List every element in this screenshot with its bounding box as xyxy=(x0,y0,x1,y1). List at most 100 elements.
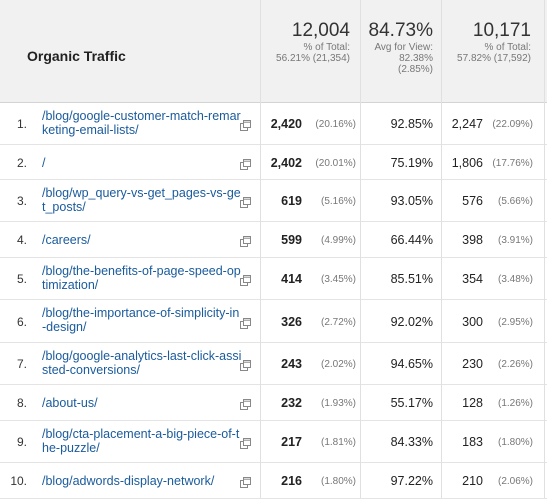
table-row: 7. /blog/google-analytics-last-click-assi… xyxy=(0,343,547,385)
sessions-percent: (1.81%) xyxy=(320,437,356,448)
sessions-percent: (20.16%) xyxy=(315,119,356,130)
sessions-value: 2,402 xyxy=(270,156,302,170)
page-link[interactable]: /blog/google-customer-match-remarketing-… xyxy=(42,109,241,137)
metric-total: 10,171 xyxy=(472,20,531,41)
sessions-value: 619 xyxy=(281,194,302,208)
page-link[interactable]: /about-us/ xyxy=(42,396,98,410)
new-users-value: 354 xyxy=(462,272,483,286)
table-row: 8. /about-us/232 (1.93%) 55.17% 128 (1.26%) xyxy=(0,385,547,421)
page-link[interactable]: /blog/google-analytics-last-click-assist… xyxy=(42,349,242,377)
sessions-percent: (5.16%) xyxy=(320,196,356,207)
open-in-new-window-icon[interactable] xyxy=(240,436,251,449)
new-sessions-value: 94.65% xyxy=(390,357,433,371)
new-sessions-value: 92.85% xyxy=(390,117,433,131)
page-link[interactable]: /careers/ xyxy=(42,233,91,247)
open-in-new-window-icon[interactable] xyxy=(240,195,251,208)
page-link[interactable]: /blog/the-importance-of-simplicity-in-de… xyxy=(42,306,240,334)
new-sessions-value: 93.05% xyxy=(390,194,433,208)
page-link[interactable]: /blog/adwords-display-network/ xyxy=(42,474,215,488)
metric-sub-delta: (2.85%) xyxy=(397,64,433,75)
row-index: 10. xyxy=(10,474,27,488)
new-sessions-value: 84.33% xyxy=(390,435,433,449)
metric-sub-label: % of Total: xyxy=(303,42,350,53)
page-link[interactable]: /blog/cta-placement-a-big-piece-of-the-p… xyxy=(42,427,240,455)
page-link[interactable]: /blog/the-benefits-of-page-speed-optimiz… xyxy=(42,264,241,292)
sessions-value: 243 xyxy=(281,357,302,371)
new-sessions-value: 85.51% xyxy=(390,272,433,286)
sessions-percent: (1.93%) xyxy=(320,398,356,409)
sessions-percent: (2.72%) xyxy=(320,317,356,328)
sessions-value: 414 xyxy=(281,272,302,286)
new-users-percent: (5.66%) xyxy=(497,196,533,207)
sessions-percent: (20.01%) xyxy=(315,158,356,169)
new-users-value: 210 xyxy=(462,474,483,488)
table-row: 1. /blog/google-customer-match-remarketin… xyxy=(0,103,547,145)
new-users-percent: (22.09%) xyxy=(492,119,533,130)
sessions-value: 217 xyxy=(281,435,302,449)
new-sessions-value: 92.02% xyxy=(390,315,433,329)
column-divider xyxy=(260,0,261,498)
metric-total: 12,004 xyxy=(291,20,350,41)
metric-new-users-summary: 10,171 % of Total: 57.82% (17,592) xyxy=(444,20,531,64)
table-row: 3. /blog/wp_query-vs-get_pages-vs-get_pos… xyxy=(0,180,547,222)
sessions-value: 599 xyxy=(281,233,302,247)
dimension-title: Organic Traffic xyxy=(27,48,126,64)
open-in-new-window-icon[interactable] xyxy=(240,273,251,286)
metric-sub-value: 82.38% xyxy=(399,53,433,64)
table-row: 5. /blog/the-benefits-of-page-speed-optim… xyxy=(0,258,547,300)
sessions-percent: (1.80%) xyxy=(320,476,356,487)
sessions-value: 326 xyxy=(281,315,302,329)
new-users-percent: (2.95%) xyxy=(497,317,533,328)
new-users-value: 230 xyxy=(462,357,483,371)
open-in-new-window-icon[interactable] xyxy=(240,397,251,410)
page-link[interactable]: /blog/wp_query-vs-get_pages-vs-get_posts… xyxy=(42,186,241,214)
new-users-percent: (2.06%) xyxy=(497,476,533,487)
metric-sub-value: 57.82% (17,592) xyxy=(457,53,531,64)
open-in-new-window-icon[interactable] xyxy=(240,118,251,131)
metric-sub-label: % of Total: xyxy=(484,42,531,53)
new-users-value: 398 xyxy=(462,233,483,247)
sessions-percent: (4.99%) xyxy=(320,235,356,246)
table-row: 4. /careers/599 (4.99%) 66.44% 398 (3.91%) xyxy=(0,222,547,258)
row-index: 9. xyxy=(16,435,27,449)
column-divider xyxy=(360,0,361,498)
new-sessions-value: 97.22% xyxy=(390,474,433,488)
row-index: 4. xyxy=(16,233,27,247)
column-divider xyxy=(544,0,545,498)
new-users-percent: (1.26%) xyxy=(497,398,533,409)
new-users-value: 300 xyxy=(462,315,483,329)
row-index: 8. xyxy=(16,396,27,410)
row-index: 2. xyxy=(16,156,27,170)
new-users-percent: (2.26%) xyxy=(497,359,533,370)
open-in-new-window-icon[interactable] xyxy=(240,234,251,247)
new-users-value: 576 xyxy=(462,194,483,208)
metric-sub-value: 56.21% (21,354) xyxy=(276,53,350,64)
row-index: 1. xyxy=(16,117,27,131)
sessions-percent: (2.02%) xyxy=(320,359,356,370)
new-users-percent: (3.91%) xyxy=(497,235,533,246)
new-sessions-value: 55.17% xyxy=(390,396,433,410)
new-users-percent: (17.76%) xyxy=(492,158,533,169)
open-in-new-window-icon[interactable] xyxy=(240,157,251,170)
table-row: 10. /blog/adwords-display-network/216 (1.8… xyxy=(0,463,547,499)
metric-total: 84.73% xyxy=(368,20,433,41)
new-users-value: 2,247 xyxy=(451,117,483,131)
new-users-value: 183 xyxy=(462,435,483,449)
metric-new-sessions-summary: 84.73% Avg for View: 82.38% (2.85%) xyxy=(362,20,433,75)
sessions-percent: (3.45%) xyxy=(320,274,356,285)
open-in-new-window-icon[interactable] xyxy=(240,475,251,488)
new-users-value: 1,806 xyxy=(451,156,483,170)
table-header xyxy=(0,0,547,103)
row-index: 3. xyxy=(16,194,27,208)
new-sessions-value: 66.44% xyxy=(390,233,433,247)
new-users-percent: (3.48%) xyxy=(497,274,533,285)
metric-sub-label: Avg for View: xyxy=(374,42,433,53)
row-index: 7. xyxy=(16,357,27,371)
page-link[interactable]: / xyxy=(42,156,46,170)
new-users-value: 128 xyxy=(462,396,483,410)
open-in-new-window-icon[interactable] xyxy=(240,358,251,371)
row-index: 6. xyxy=(16,315,27,329)
table-row: 6. /blog/the-importance-of-simplicity-in-… xyxy=(0,300,547,343)
row-index: 5. xyxy=(16,272,27,286)
open-in-new-window-icon[interactable] xyxy=(240,316,251,329)
